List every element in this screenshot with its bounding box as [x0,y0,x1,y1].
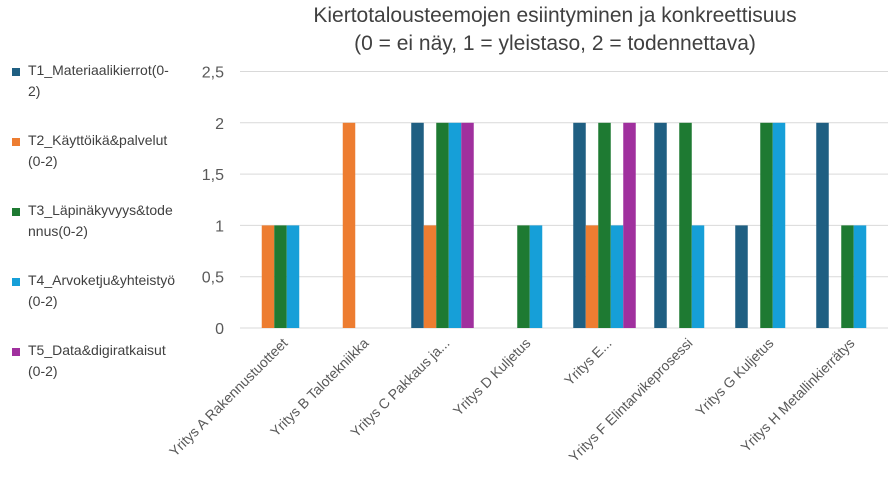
bar [423,225,437,328]
bar [411,122,424,328]
legend-item: T5_Data&digiratkaisut(0-2) [8,340,183,410]
legend-swatch [12,138,20,146]
x-tick-label: Yritys E... [561,335,615,389]
legend-label: T1_Materiaalikierrot(0-2) [28,62,169,99]
chart-subtitle: (0 = ei näy, 1 = yleistaso, 2 = todennet… [354,32,756,55]
bar [816,122,829,328]
legend-label: T5_Data&digiratkaisut(0-2) [28,342,166,379]
legend-swatch [12,278,20,286]
y-tick-label: 1 [215,218,224,235]
y-tick-label: 1,5 [202,167,224,184]
legend-item: T3_Läpinäkyvyys&todennus(0-2) [8,200,183,270]
bar [772,122,786,328]
legend: T1_Materiaalikierrot(0-2) T2_Käyttöikä&pa… [8,60,183,410]
x-tick-label: Yritys A Rakennustuotteet [166,335,291,460]
legend-swatch [12,348,20,356]
x-tick-label: Yritys D Kuljetus [450,335,534,419]
y-tick-label: 0,5 [202,270,224,287]
bar [623,122,636,328]
bar [261,225,275,328]
bar [436,122,449,328]
bar [610,225,624,328]
chart-title: Kiertotalousteemojen esiintyminen ja kon… [313,4,797,27]
legend-item: T2_Käyttöikä&palvelut(0-2) [8,130,183,200]
y-tick-label: 0 [215,321,224,338]
bar [585,225,599,328]
y-tick-label: 2,5 [202,65,224,82]
legend-label: T3_Läpinäkyvyys&todennus(0-2) [28,202,173,239]
bar [691,225,705,328]
bar [342,122,356,328]
bar [841,225,854,328]
bar [573,122,586,328]
bar [598,122,611,328]
legend-swatch [12,68,20,76]
bar [654,122,667,328]
bar [517,225,530,328]
x-tick-label: Yritys G Kuljetus [692,335,776,419]
bar [448,122,462,328]
y-tick-label: 2 [215,116,224,133]
bar [286,225,300,328]
bar [274,225,287,328]
legend-item: T4_Arvoketju&yhteistyö(0-2) [8,270,183,340]
bar [853,225,867,328]
bar [461,122,474,328]
bar [679,122,692,328]
legend-label: T2_Käyttöikä&palvelut(0-2) [28,132,168,169]
legend-item: T1_Materiaalikierrot(0-2) [8,60,183,130]
legend-label: T4_Arvoketju&yhteistyö(0-2) [28,272,176,309]
bar [529,225,543,328]
bar [760,122,773,328]
legend-swatch [12,208,20,216]
bar [735,225,748,328]
